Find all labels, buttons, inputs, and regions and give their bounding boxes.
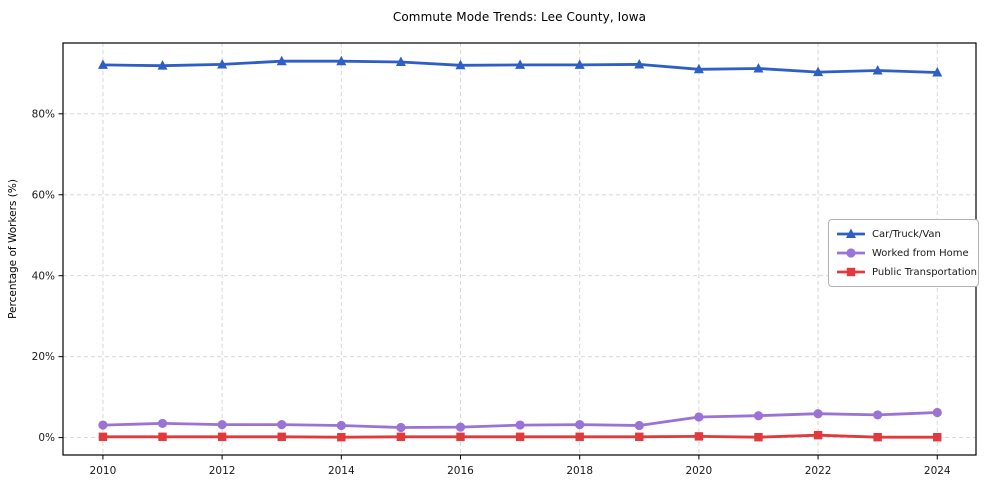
legend-swatch-public-transportation <box>837 267 865 277</box>
data-point-worked-from-home <box>873 410 883 420</box>
legend-marker-sample <box>846 267 856 277</box>
x-tick-label: 2016 <box>447 465 474 477</box>
data-point-public-transportation <box>217 432 227 441</box>
data-point-worked-from-home <box>455 422 466 432</box>
data-point-public-transportation <box>694 432 704 441</box>
legend-label-worked-from-home: Worked from Home <box>872 247 969 259</box>
data-point-car-truck-van <box>753 62 764 73</box>
data-point-public-transportation <box>754 432 763 442</box>
data-point-car-truck-van <box>515 59 526 69</box>
x-tick-label: 2020 <box>686 465 713 477</box>
x-tick-label: 2012 <box>209 465 236 477</box>
data-point-car-truck-van <box>97 59 108 69</box>
legend-swatch-car-truck-van <box>837 228 865 238</box>
legend-label-public-transportation: Public Transportation <box>872 266 977 278</box>
data-point-worked-from-home <box>98 420 108 430</box>
data-point-public-transportation <box>456 432 465 441</box>
legend-item-worked-from-home: Worked from Home <box>837 246 970 260</box>
data-point-worked-from-home <box>813 409 823 419</box>
y-tick-label: 0% <box>38 432 55 444</box>
data-point-public-transportation <box>158 432 167 441</box>
legend-item-public-transportation: Public Transportation <box>837 265 977 279</box>
chart-title: Commute Mode Trends: Lee County, Iowa <box>392 10 647 24</box>
x-tick-label: 2022 <box>805 465 832 477</box>
data-point-car-truck-van <box>336 55 347 66</box>
data-point-worked-from-home <box>217 420 227 430</box>
data-point-worked-from-home <box>932 407 942 418</box>
data-point-car-truck-van <box>217 58 228 69</box>
data-point-worked-from-home <box>396 422 406 433</box>
data-point-car-truck-van <box>157 60 168 70</box>
y-tick-label: 80% <box>32 108 55 120</box>
data-point-worked-from-home <box>515 420 525 430</box>
data-point-public-transportation <box>277 432 286 441</box>
data-point-public-transportation <box>813 430 823 440</box>
data-point-worked-from-home <box>336 420 346 431</box>
data-point-car-truck-van <box>634 58 645 69</box>
legend-marker-sample <box>846 228 856 238</box>
data-point-worked-from-home <box>157 418 168 429</box>
data-point-car-truck-van <box>276 55 287 66</box>
legend-label-car-truck-van: Car/Truck/Van <box>872 228 941 240</box>
data-point-public-transportation <box>933 432 942 442</box>
data-point-public-transportation <box>98 432 108 441</box>
data-point-public-transportation <box>515 432 525 441</box>
grid-layer <box>63 43 976 455</box>
y-tick-label: 60% <box>32 189 55 201</box>
legend-item-car-truck-van: Car/Truck/Van <box>837 227 970 241</box>
series-layer <box>97 55 943 442</box>
data-point-car-truck-van <box>455 59 466 70</box>
data-point-worked-from-home <box>634 420 644 431</box>
data-point-public-transportation <box>575 432 584 441</box>
data-point-car-truck-van <box>395 56 406 67</box>
y-tick-label: 20% <box>32 351 55 363</box>
legend: Car/Truck/Van Worked from Home Public Tr… <box>828 219 979 287</box>
axis-layer: 2010 2012 2014 2016 2018 2020 2022 2024 0% 20% 40%… <box>32 42 977 477</box>
data-point-public-transportation <box>635 432 644 441</box>
y-tick-label: 40% <box>32 270 55 282</box>
data-point-worked-from-home <box>694 412 704 422</box>
data-point-worked-from-home <box>277 420 287 430</box>
x-tick-label: 2014 <box>328 465 355 477</box>
data-point-public-transportation <box>873 432 882 442</box>
data-point-worked-from-home <box>575 420 585 430</box>
legend-marker-sample <box>846 248 856 258</box>
data-point-car-truck-van <box>693 63 704 74</box>
x-tick-label: 2018 <box>566 465 593 477</box>
x-tick-label: 2024 <box>924 465 951 477</box>
data-point-public-transportation <box>396 432 406 441</box>
x-tick-label: 2010 <box>90 465 117 477</box>
y-axis-label: Percentage of Workers (%) <box>7 179 19 319</box>
data-point-car-truck-van <box>813 66 824 77</box>
data-point-car-truck-van <box>574 59 585 69</box>
data-point-car-truck-van <box>932 67 943 77</box>
legend-swatch-worked-from-home <box>837 248 865 258</box>
data-point-worked-from-home <box>753 411 764 421</box>
data-point-public-transportation <box>337 432 346 442</box>
data-point-car-truck-van <box>872 65 883 75</box>
